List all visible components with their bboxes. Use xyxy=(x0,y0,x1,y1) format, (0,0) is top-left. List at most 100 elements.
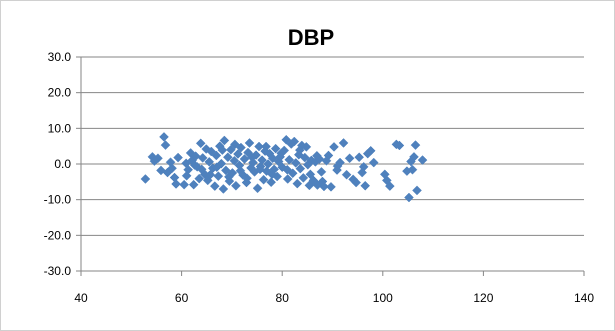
data-point xyxy=(410,140,421,150)
data-point xyxy=(209,181,220,191)
data-point xyxy=(281,134,292,145)
data-point xyxy=(255,164,265,175)
data-point xyxy=(417,155,428,165)
y-tick-label: 0.0 xyxy=(54,157,71,171)
data-point xyxy=(404,192,414,203)
data-point xyxy=(261,141,271,152)
data-point xyxy=(194,173,205,184)
data-point xyxy=(295,163,306,174)
data-point xyxy=(407,164,418,175)
data-point xyxy=(384,181,395,191)
data-point xyxy=(213,171,224,181)
data-point xyxy=(140,174,151,184)
x-tick-label: 120 xyxy=(473,291,493,305)
data-point xyxy=(230,139,240,150)
x-tick-label: 80 xyxy=(276,291,290,305)
data-point xyxy=(206,146,217,157)
data-point xyxy=(326,181,336,192)
data-point xyxy=(289,136,300,147)
data-point xyxy=(301,142,312,152)
data-point xyxy=(282,164,293,175)
data-point xyxy=(219,135,230,146)
data-points xyxy=(140,132,428,203)
data-point xyxy=(276,148,287,159)
y-tick-labels: 30.0 20.0 10.0 0.0 -10.0 -20.0 -30.0 xyxy=(44,50,72,278)
data-point xyxy=(365,145,376,156)
data-point xyxy=(235,165,246,176)
data-point xyxy=(179,179,189,190)
data-point xyxy=(316,166,327,177)
axes xyxy=(76,56,585,276)
y-tick-label: -30.0 xyxy=(44,264,72,278)
data-point xyxy=(173,152,183,163)
data-point xyxy=(229,155,240,166)
data-point xyxy=(204,157,215,167)
data-point xyxy=(223,152,233,163)
data-point xyxy=(358,161,369,172)
data-point xyxy=(217,145,228,155)
data-point xyxy=(290,158,301,168)
y-tick-label: -20.0 xyxy=(44,228,72,242)
x-tick-label: 60 xyxy=(175,291,189,305)
data-point xyxy=(226,144,236,155)
data-point xyxy=(329,142,339,152)
data-point xyxy=(254,141,264,152)
y-tick-label: 10.0 xyxy=(48,121,72,135)
data-point xyxy=(412,185,422,196)
data-point xyxy=(294,145,305,155)
data-point xyxy=(205,169,216,180)
data-point xyxy=(305,169,316,180)
data-point xyxy=(368,157,379,168)
data-point xyxy=(354,152,365,163)
data-point xyxy=(247,152,257,163)
data-point xyxy=(258,174,269,185)
data-point xyxy=(211,162,222,173)
data-point xyxy=(188,179,199,190)
data-point xyxy=(266,177,276,188)
data-point xyxy=(224,171,234,182)
data-point xyxy=(181,170,192,181)
data-point xyxy=(167,163,177,174)
data-point xyxy=(282,174,293,184)
data-point xyxy=(211,150,222,161)
data-point xyxy=(244,138,255,148)
data-point xyxy=(298,173,309,183)
data-point xyxy=(242,173,252,184)
data-point xyxy=(218,184,229,194)
data-point xyxy=(189,160,200,170)
x-tick-label: 100 xyxy=(373,291,393,305)
data-point xyxy=(263,159,273,169)
data-point xyxy=(190,151,201,162)
grid-lines xyxy=(81,56,584,272)
data-point xyxy=(153,153,163,164)
data-point xyxy=(360,180,371,191)
y-tick-label: 30.0 xyxy=(48,50,72,64)
data-point xyxy=(409,152,419,162)
data-point xyxy=(248,157,258,168)
x-tick-labels: 40 60 80 100 120 140 xyxy=(74,291,594,305)
data-point xyxy=(312,150,322,161)
data-point xyxy=(332,161,343,171)
data-point xyxy=(267,169,277,180)
data-point xyxy=(284,154,295,165)
data-point xyxy=(394,140,405,151)
data-point xyxy=(195,138,206,149)
data-point xyxy=(197,153,208,163)
x-tick-label: 140 xyxy=(574,291,594,305)
data-point xyxy=(159,132,169,142)
data-point xyxy=(323,150,334,161)
data-point xyxy=(292,178,303,189)
data-point xyxy=(171,179,181,189)
data-point xyxy=(160,140,171,150)
data-point xyxy=(252,183,263,194)
data-point xyxy=(299,152,310,163)
data-point xyxy=(270,143,281,154)
data-point xyxy=(341,169,352,180)
x-tick-label: 40 xyxy=(74,291,88,305)
data-point xyxy=(233,149,243,159)
data-point xyxy=(317,176,328,187)
y-tick-label: 20.0 xyxy=(48,86,72,100)
y-tick-label: -10.0 xyxy=(44,193,72,207)
